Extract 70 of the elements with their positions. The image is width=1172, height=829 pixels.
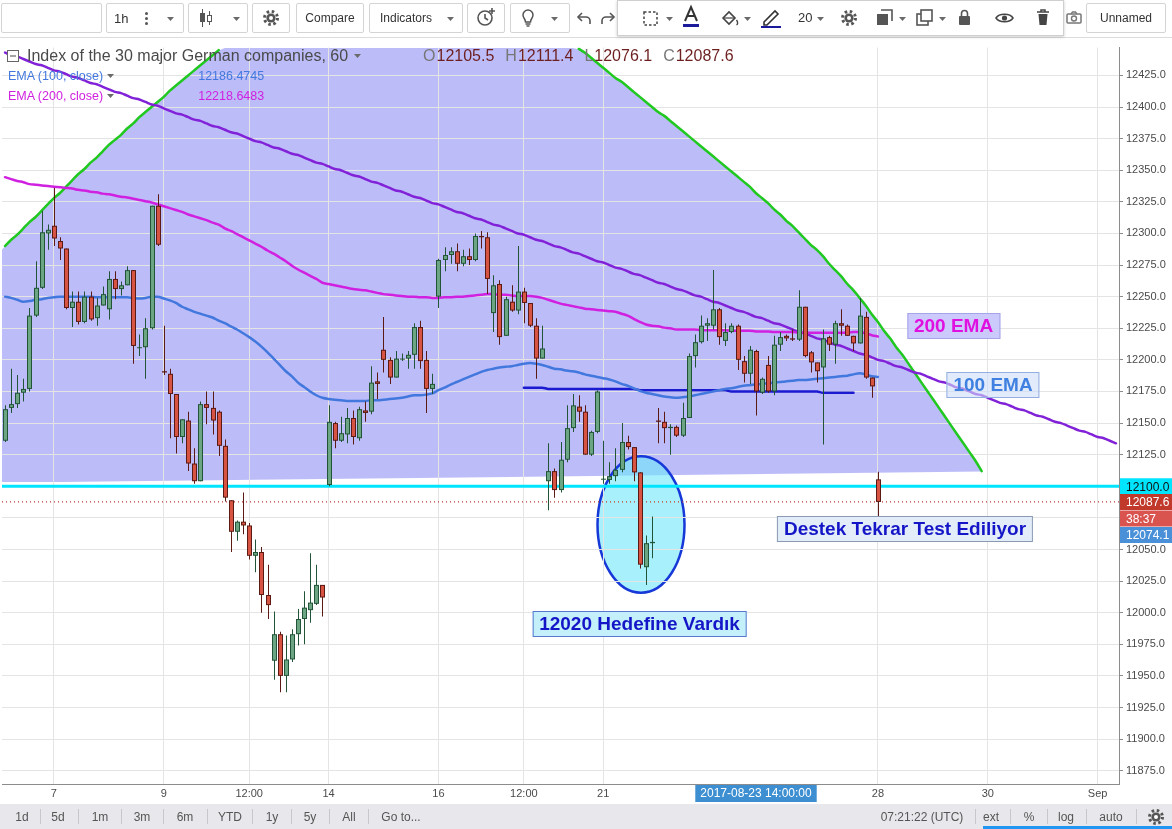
text: 1m (91, 810, 109, 824)
text: 1y (265, 810, 279, 824)
x-tick-label: 12:00 (235, 786, 263, 799)
y-tick-label: 12225.0 (1126, 321, 1166, 334)
text: Compare (305, 11, 355, 25)
x-tick-label: 30 (981, 786, 994, 799)
x-tick-label: 9 (160, 786, 167, 799)
y-tick-label: 11875.0 (1126, 763, 1165, 776)
ref-line-label: 12087.6 (1126, 495, 1170, 510)
text: 5d (51, 810, 65, 824)
text: auto (1099, 810, 1123, 824)
y-tick-label: 12275.0 (1126, 258, 1166, 271)
candlestick (137, 334, 142, 357)
x-tick-label: 16 (432, 786, 445, 799)
y-tick-label: 12025.0 (1126, 574, 1166, 587)
annotation: O12105.5 H12111.4 L12076.1 C12087.6 (423, 47, 734, 64)
candlestick (9, 368, 14, 413)
text: Indicators (380, 11, 433, 25)
text: 1d (15, 810, 29, 824)
y-tick-label: 12200.0 (1126, 352, 1166, 365)
text: Go to... (381, 810, 421, 824)
text: 12074.1 (1126, 528, 1170, 543)
x-tick-label: 28 (871, 786, 885, 799)
annotation: Destek Tekrar Test Ediliyor (776, 515, 1034, 542)
y-tick-label: 12375.0 (1126, 131, 1166, 144)
y-tick-label: 12425.0 (1126, 68, 1166, 81)
y-tick-label: 12400.0 (1126, 100, 1166, 113)
y-tick-label: 12150.0 (1126, 416, 1166, 429)
x-tick-label: 21 (597, 786, 610, 799)
x-tick-label: 12:00 (510, 786, 538, 799)
text: 3m (133, 810, 151, 824)
text: 07:21:22 (UTC) (880, 810, 964, 824)
y-tick-label: 12350.0 (1126, 163, 1166, 176)
text: 6m (176, 810, 194, 824)
candlestick (162, 325, 167, 376)
ref-line-label: 12100.0 (1126, 479, 1170, 494)
line-series (3, 295, 880, 403)
x-tick-label: 7 (50, 786, 57, 799)
y-tick-label: 11975.0 (1126, 637, 1165, 650)
text: 1h (114, 11, 129, 26)
text: All (342, 810, 356, 824)
text: EMA (100, close) (8, 69, 104, 83)
y-tick-label: 11900.0 (1126, 732, 1165, 745)
text: 5y (303, 810, 317, 824)
annotation: 12218.6483 (198, 89, 265, 103)
y-tick-label: 12175.0 (1126, 384, 1166, 397)
text: log (1057, 810, 1075, 824)
y-tick-label: 12050.0 (1126, 542, 1166, 555)
annotation: 100 EMA (946, 371, 1040, 398)
text: 38:37 (1126, 511, 1157, 526)
y-tick-label: 12250.0 (1126, 289, 1166, 302)
line-series (3, 50, 1118, 445)
annotation: 12186.4745 (198, 69, 265, 83)
y-tick-label: 12325.0 (1126, 194, 1166, 207)
annotation: 200 EMA (906, 312, 1001, 339)
text: ext (982, 810, 1000, 824)
y-tick-label: 11925.0 (1126, 700, 1165, 713)
text: Unnamed (1099, 11, 1153, 25)
annotation: 12020 Hedefine Vardık (532, 611, 747, 637)
text: 2017-08-23 14:00:00 (700, 786, 813, 801)
y-tick-label: 12000.0 (1126, 605, 1166, 618)
text: % (1023, 810, 1035, 824)
text: YTD (218, 810, 242, 824)
x-tick-label: 14 (322, 786, 335, 799)
y-tick-label: 12125.0 (1126, 447, 1166, 460)
y-tick-label: 11950.0 (1126, 668, 1165, 681)
y-tick-label: 12300.0 (1126, 226, 1166, 239)
text: 20 (798, 10, 813, 25)
x-tick-label: Sep (1087, 786, 1108, 799)
text: EMA (200, close) (8, 89, 104, 103)
